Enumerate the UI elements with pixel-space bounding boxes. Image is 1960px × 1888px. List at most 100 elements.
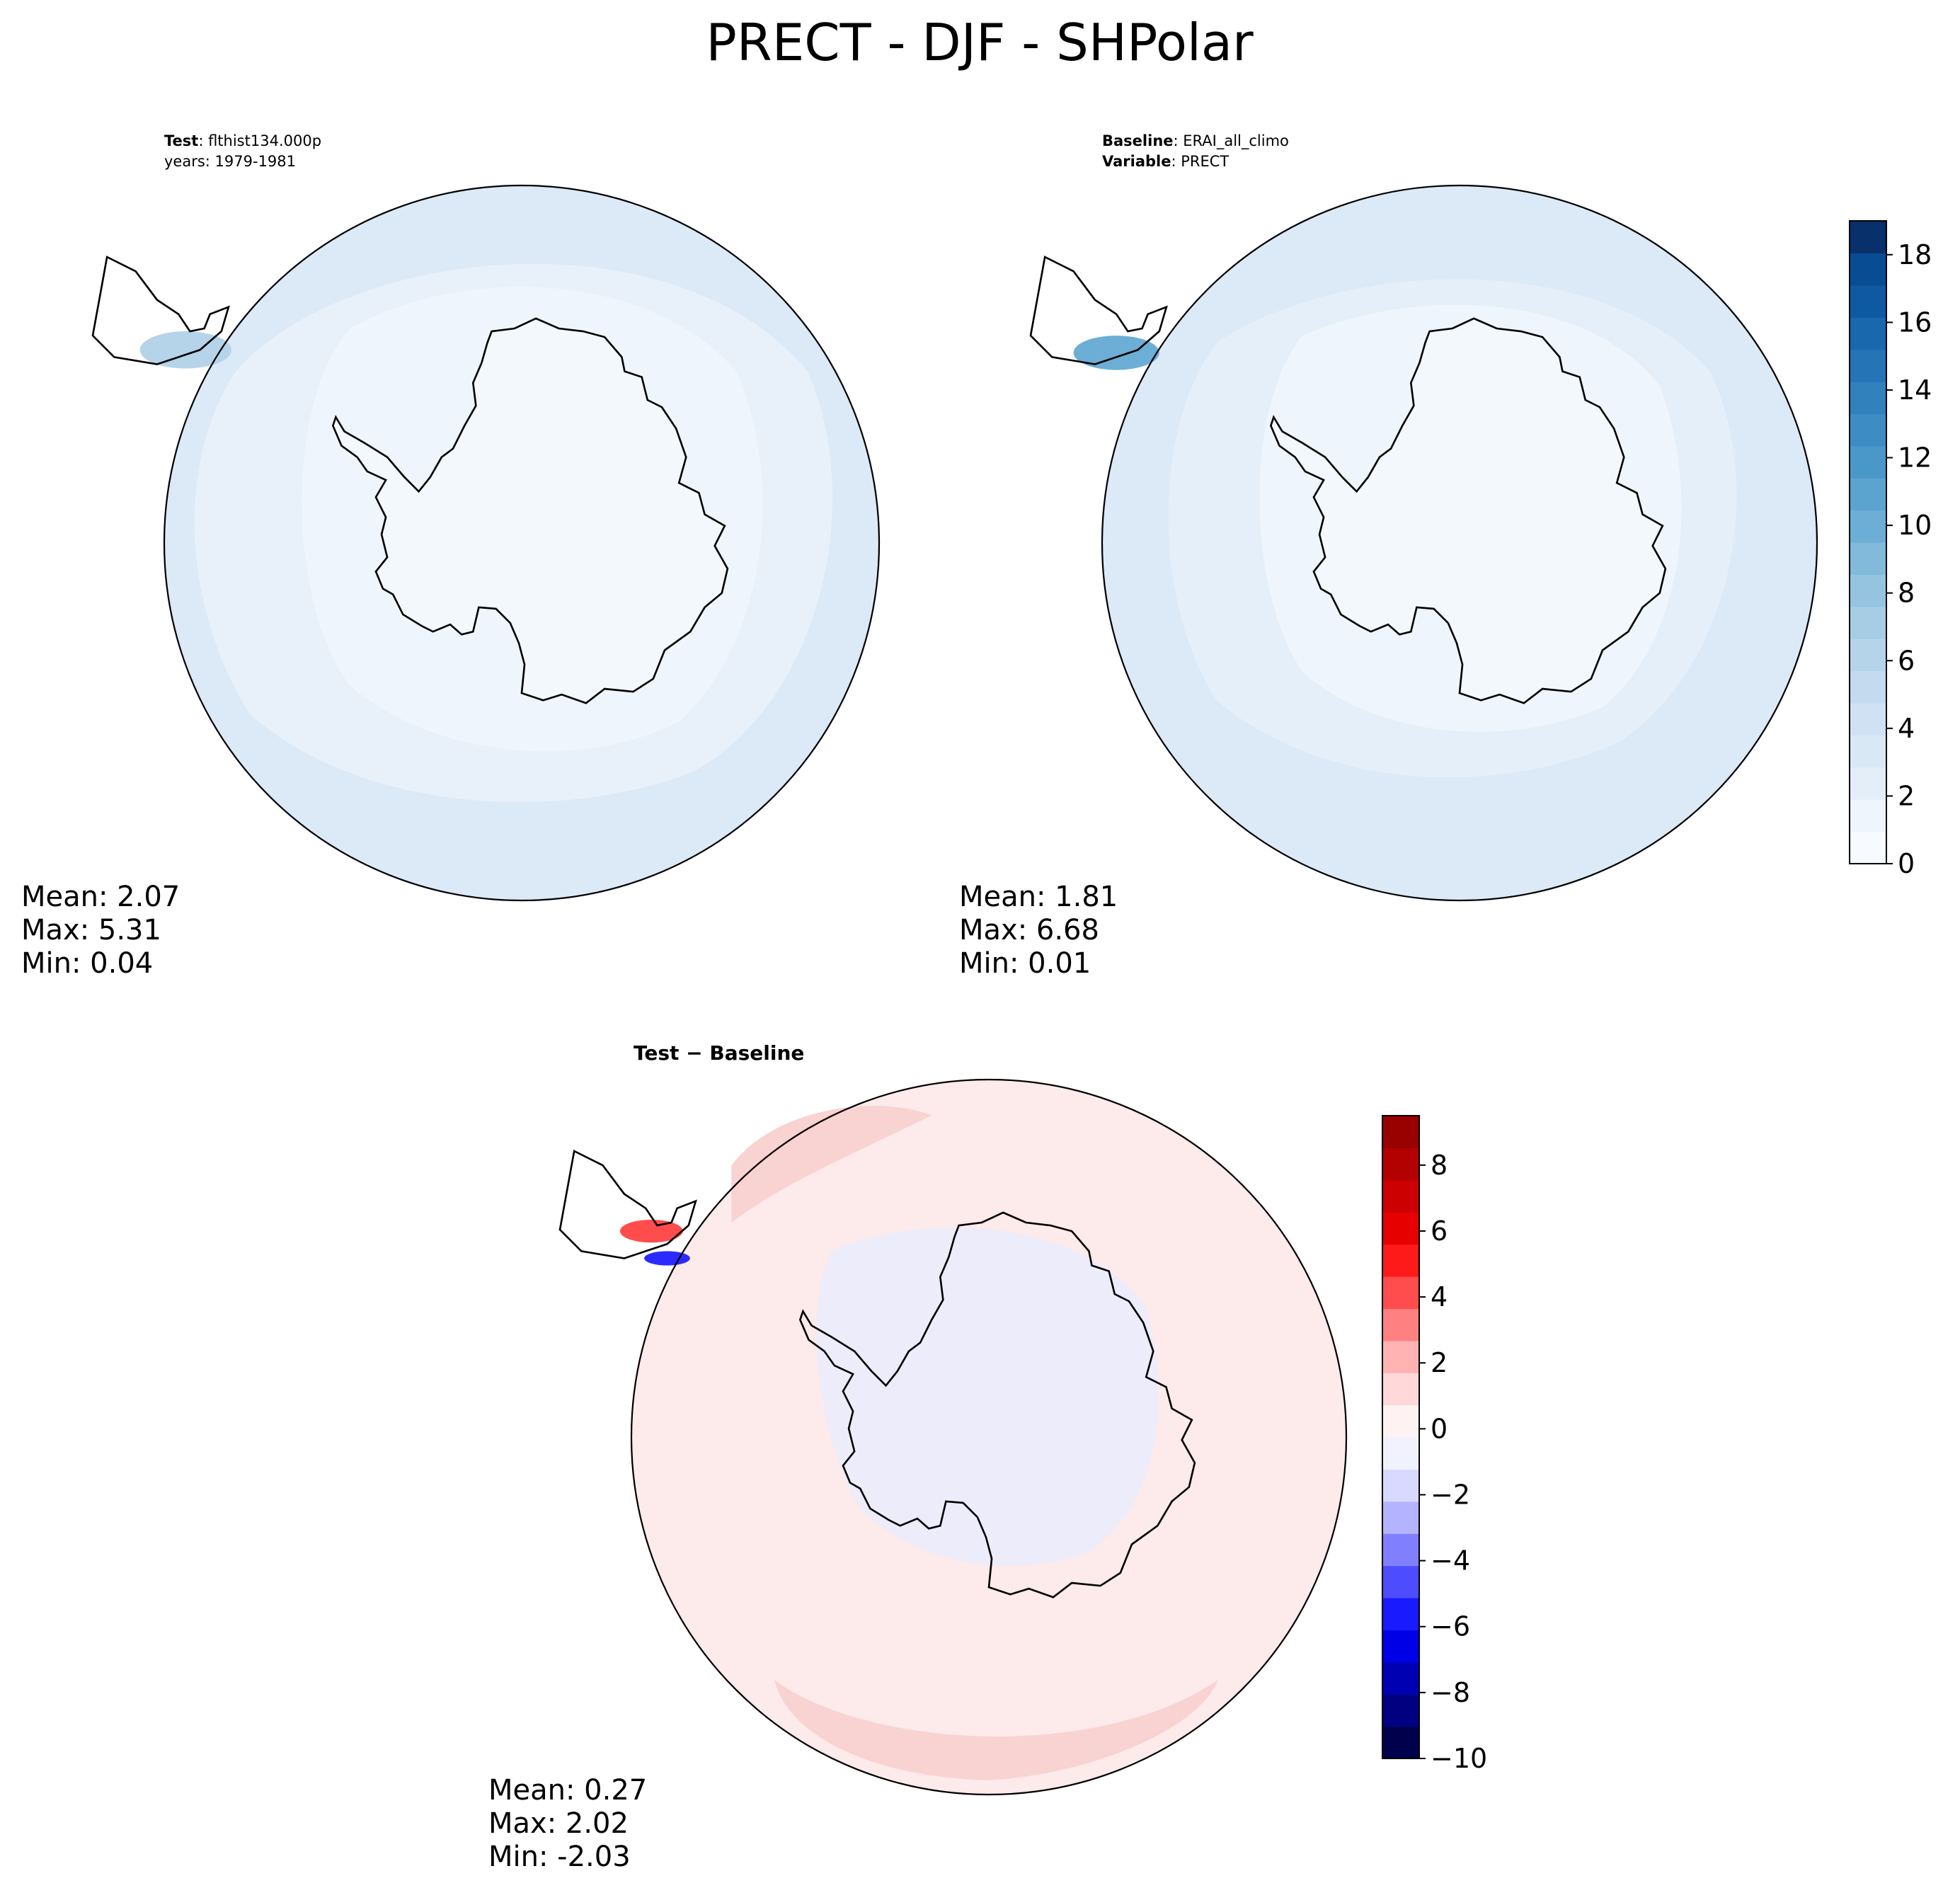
diff-colorbar-segment [1382, 1212, 1419, 1245]
diff-field-positive-nw [731, 1106, 932, 1223]
precip-colorbar-tick-label: 12 [1898, 442, 1932, 474]
svg-text:Baseline: ERAI_all_climo: Baseline: ERAI_all_climo [1102, 132, 1289, 150]
baseline-mean: Mean: 1.81 [959, 881, 1118, 913]
precip-colorbar-tick-label: 14 [1898, 374, 1932, 406]
test-min: Min: 0.04 [21, 947, 153, 980]
diff-colorbar-tick-label: 4 [1431, 1281, 1448, 1312]
test-max: Max: 5.31 [21, 914, 161, 946]
diff-colorbar-segment [1382, 1501, 1419, 1534]
precip-colorbar-segment [1850, 413, 1886, 447]
diff-colorbar-segment [1382, 1533, 1419, 1567]
precip-colorbar-tick-label: 10 [1898, 510, 1932, 541]
diff-colorbar-segment [1382, 1630, 1419, 1663]
diff-colorbar-frame [1382, 1115, 1420, 1759]
test-years: years: 1979-1981 [164, 153, 296, 170]
diff-south-america-coast [558, 1150, 697, 1259]
precip-colorbar-tick-label: 2 [1898, 780, 1915, 811]
precip-colorbar-tick-label: 6 [1898, 645, 1915, 676]
diff-field-strong-negative [644, 1251, 690, 1266]
precip-colorbar-segment [1850, 478, 1886, 511]
diff-colorbar-tick-label: 2 [1431, 1347, 1448, 1378]
precip-colorbar-segment [1850, 606, 1886, 639]
svg-text:Test: flthist134.000p: Test: flthist134.000p [164, 132, 321, 149]
diff-colorbar-tick-label: −6 [1431, 1611, 1470, 1642]
test-label: Test [164, 132, 198, 149]
baseline-map [1029, 184, 1818, 902]
diff-colorbar-segment [1382, 1694, 1419, 1727]
variable-label: Variable [1102, 153, 1171, 170]
figure-title: PRECT - DJF - SHPolar [706, 13, 1254, 72]
diff-colorbar-tick-label: 6 [1431, 1215, 1448, 1247]
diff-colorbar-segment [1382, 1404, 1419, 1438]
diff-colorbar-segment [1382, 1244, 1419, 1277]
svg-text:Variable: PRECT: Variable: PRECT [1102, 153, 1229, 170]
precip-colorbar-segment [1850, 382, 1886, 414]
baseline-label: Baseline [1102, 132, 1174, 149]
diff-colorbar-segment [1382, 1437, 1419, 1470]
baseline-max: Max: 6.68 [959, 914, 1099, 946]
test-map-boundary [163, 184, 881, 902]
diff-colorbar-tick-label: 8 [1431, 1150, 1448, 1181]
precip-colorbar-segment [1850, 831, 1886, 864]
diff-colorbar-tick-label: −10 [1431, 1743, 1487, 1774]
diff-min: Min: -2.03 [488, 1841, 631, 1873]
precip-colorbar-tick-label: 16 [1898, 307, 1932, 338]
diff-colorbar-segment [1382, 1373, 1419, 1406]
test-map [91, 184, 881, 902]
precip-colorbar: 0 2 4 6 8 10 12 14 16 18 [1849, 220, 1932, 879]
variable-name: : PRECT [1171, 153, 1229, 170]
precip-colorbar-tick-label: 0 [1898, 848, 1915, 879]
diff-colorbar-segment [1382, 1598, 1419, 1630]
precip-colorbar-segment [1850, 574, 1886, 607]
diff-panel: Test − Baseline Mean: 0.27 Max: 2.02 Min… [488, 1041, 1487, 1873]
diff-colorbar-tick-label: −8 [1431, 1677, 1470, 1708]
diff-colorbar-segment [1382, 1179, 1419, 1213]
diff-colorbar-segment [1382, 1726, 1419, 1759]
precip-colorbar-segment [1850, 735, 1886, 768]
precip-colorbar-segment [1850, 799, 1886, 833]
precip-colorbar-segment [1850, 253, 1886, 286]
diff-mean: Mean: 0.27 [488, 1774, 647, 1807]
precip-colorbar-segment [1850, 670, 1886, 704]
precip-colorbar-segment [1850, 221, 1886, 253]
diff-colorbar-segment [1382, 1565, 1419, 1598]
test-mean: Mean: 2.07 [21, 881, 180, 913]
diff-colorbar-tick-label: −4 [1431, 1545, 1470, 1577]
diff-colorbar-tick-label: 0 [1431, 1413, 1448, 1444]
baseline-case-name: : ERAI_all_climo [1174, 132, 1289, 150]
diff-colorbar-segment [1382, 1469, 1419, 1502]
precip-colorbar-segment [1850, 349, 1886, 382]
baseline-panel: Baseline: ERAI_all_climo Variable: PRECT… [959, 132, 1932, 980]
precip-colorbar-segment [1850, 445, 1886, 479]
precip-colorbar-segment [1850, 703, 1886, 736]
diff-colorbar: −10 −8 −6 −4 −2 0 2 4 6 8 [1382, 1115, 1487, 1774]
diff-colorbar-segment [1382, 1340, 1419, 1373]
diff-colorbar-segment [1382, 1276, 1419, 1309]
diff-colorbar-segment [1382, 1116, 1419, 1148]
diff-map-boundary [630, 1078, 1348, 1796]
precip-colorbar-segment [1850, 767, 1886, 800]
precip-colorbar-tick-label: 4 [1898, 713, 1915, 744]
precip-colorbar-segment [1850, 542, 1886, 575]
diff-title: Test − Baseline [634, 1041, 804, 1065]
precip-colorbar-segment [1850, 510, 1886, 543]
diff-max: Max: 2.02 [488, 1807, 629, 1840]
test-case-name: : flthist134.000p [198, 132, 321, 149]
diff-colorbar-segment [1382, 1148, 1419, 1181]
precip-colorbar-segment [1850, 639, 1886, 672]
precip-colorbar-segment [1850, 285, 1886, 318]
diff-field-negative [816, 1228, 1159, 1566]
precip-colorbar-tick-label: 18 [1898, 239, 1932, 270]
precip-colorbar-frame [1849, 220, 1887, 864]
diff-map [558, 1078, 1348, 1796]
test-panel: Test: flthist134.000p years: 1979-1981 M… [21, 132, 881, 980]
diff-colorbar-segment [1382, 1661, 1419, 1695]
baseline-min: Min: 0.01 [959, 947, 1091, 980]
precip-colorbar-tick-label: 8 [1898, 578, 1915, 609]
precip-colorbar-segment [1850, 317, 1886, 350]
baseline-field-high [1073, 336, 1159, 370]
diff-field-positive-band [774, 1680, 1218, 1780]
diff-field-strong-positive [619, 1219, 683, 1243]
baseline-map-boundary [1101, 184, 1818, 902]
